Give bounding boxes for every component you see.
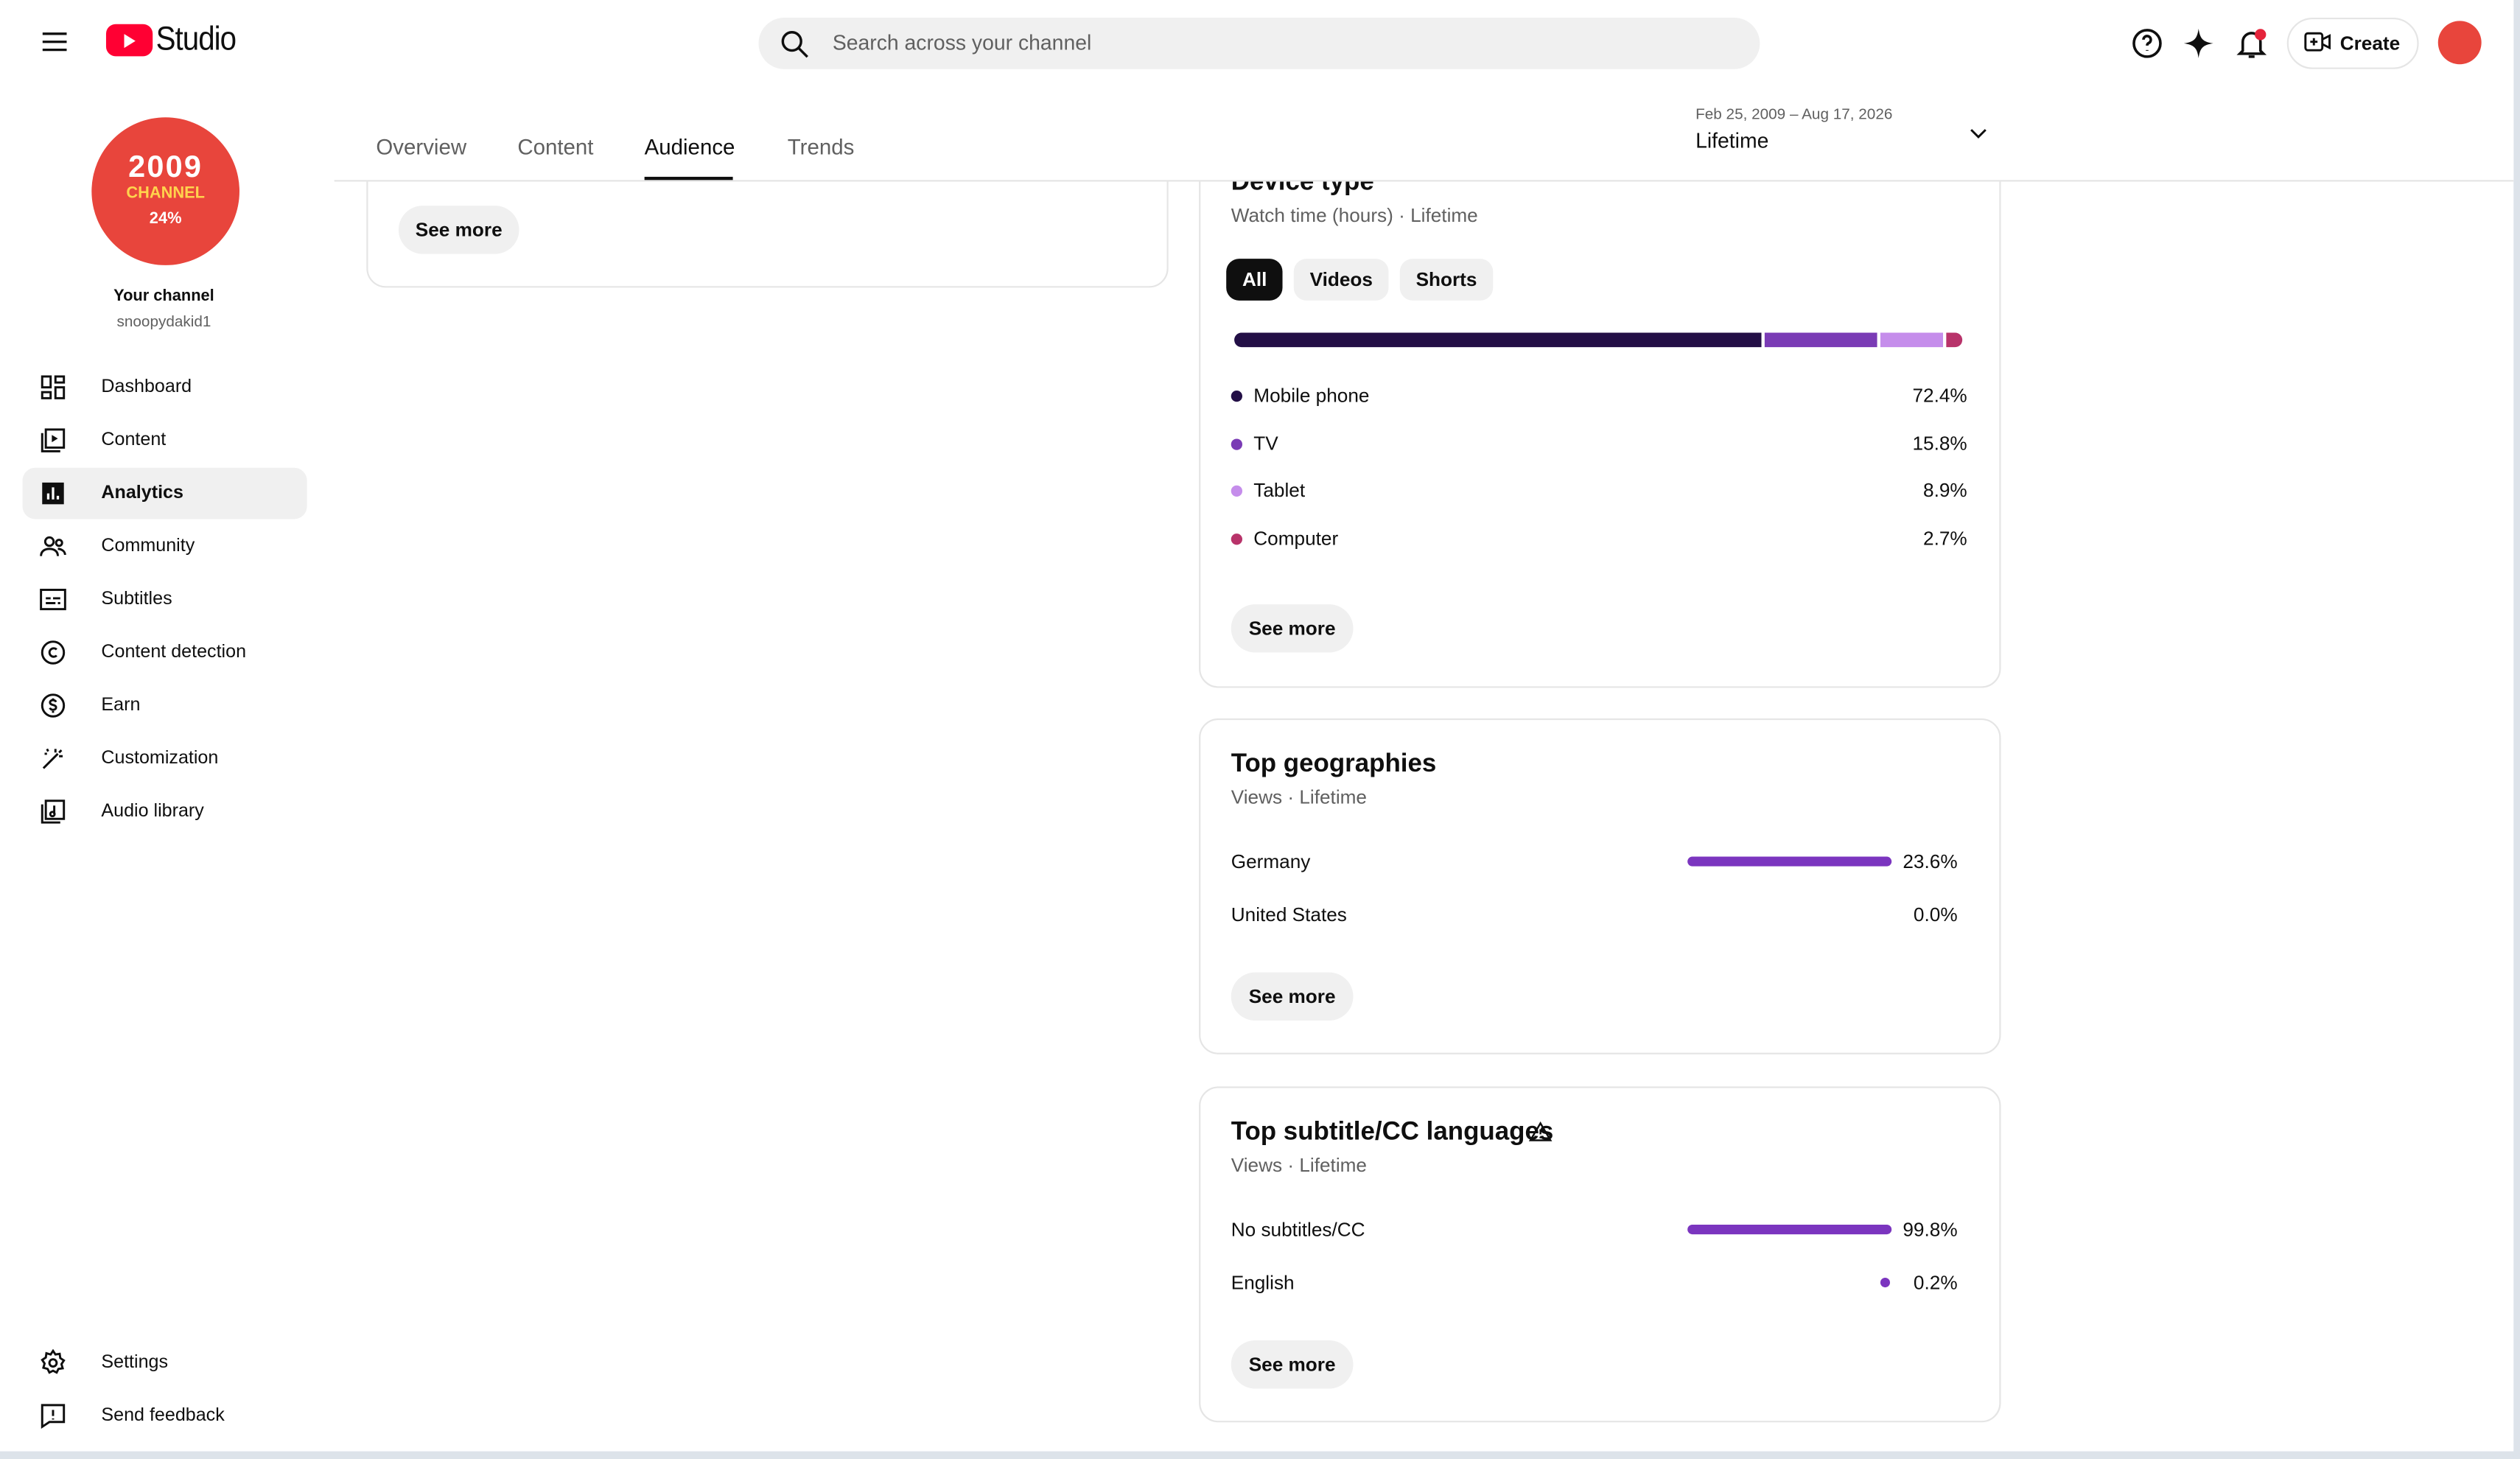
- notifications-button[interactable]: [2234, 26, 2269, 61]
- nav-item[interactable]: Customization: [101, 749, 219, 769]
- share-bar: [1687, 856, 1892, 867]
- tab-indicator: [644, 176, 733, 181]
- device-share-segment: [1945, 332, 1963, 348]
- device-share-segment: [1765, 332, 1877, 348]
- nav-icon: [42, 748, 63, 769]
- channel-avatar[interactable]: [91, 117, 239, 265]
- create-button[interactable]: [2286, 17, 2419, 69]
- legend-dot: [1231, 391, 1243, 402]
- avatar-text: 2009: [128, 151, 203, 185]
- frame-edge: [2513, 0, 2520, 1459]
- nav-highlight: [22, 467, 307, 519]
- device-share-segment: [1880, 332, 1943, 348]
- filter-chip[interactable]: Shorts: [1399, 259, 1494, 301]
- device-value: 8.9%: [1923, 479, 1967, 503]
- row-label: English: [1231, 1271, 1295, 1294]
- nav-icon: [41, 428, 66, 452]
- avatar-text: 24%: [149, 210, 182, 228]
- menu-button[interactable]: [38, 26, 71, 58]
- share-bar: [1687, 1225, 1892, 1235]
- legend-dot: [1231, 438, 1243, 450]
- nav-item[interactable]: Dashboard: [101, 377, 192, 397]
- see-more-button[interactable]: See more: [1231, 972, 1354, 1021]
- legend-dot: [1231, 533, 1243, 545]
- device-value: 72.4%: [1912, 384, 1967, 407]
- warning-icon: [1528, 1121, 1553, 1141]
- tab[interactable]: Content: [517, 135, 594, 159]
- search-box[interactable]: [758, 17, 1760, 69]
- nav-icon: [40, 536, 66, 556]
- date-period[interactable]: Lifetime: [1695, 128, 1769, 153]
- date-dropdown[interactable]: [1964, 119, 1992, 147]
- create-icon: [2304, 32, 2331, 52]
- nav-item[interactable]: Audio library: [101, 802, 204, 822]
- device-value: 15.8%: [1912, 432, 1967, 455]
- notification-dot: [2255, 29, 2267, 41]
- search-icon: [781, 31, 808, 58]
- nav-icon: [41, 800, 66, 824]
- tab-bar: [334, 86, 2514, 182]
- filter-chip[interactable]: All: [1226, 259, 1284, 301]
- card-subtitle: Watch time (hours) · Lifetime: [1231, 204, 1478, 227]
- frame-edge: [0, 1451, 2520, 1459]
- nav-icon: [40, 588, 66, 611]
- avatar-text: CHANNEL: [126, 184, 205, 203]
- nav-icon: [41, 1348, 66, 1374]
- nav-icon: [41, 693, 66, 718]
- device-label: Mobile phone: [1253, 384, 1370, 407]
- channel-label: Your channel: [113, 287, 214, 306]
- device-label: TV: [1253, 432, 1278, 455]
- row-value: 99.8%: [1903, 1218, 1958, 1241]
- date-range[interactable]: Feb 25, 2009 – Aug 17, 2026: [1695, 105, 1893, 124]
- row-value: 23.6%: [1903, 850, 1958, 873]
- see-more-button[interactable]: See more: [1231, 604, 1354, 653]
- nav-item[interactable]: Content: [101, 430, 167, 450]
- help-button[interactable]: [2129, 26, 2165, 61]
- legend-dot: [1231, 486, 1243, 497]
- account-avatar[interactable]: [2437, 21, 2482, 65]
- channel-handle: snoopydakid1: [116, 313, 211, 332]
- see-more-button[interactable]: See more: [398, 206, 519, 254]
- tab[interactable]: Audience: [644, 135, 735, 159]
- nav-icon: [42, 482, 64, 505]
- nav-item[interactable]: Subtitles: [101, 589, 172, 609]
- card-title: Top geographies: [1231, 750, 1437, 778]
- nav-icon: [41, 640, 66, 665]
- ai-button[interactable]: [2181, 26, 2216, 61]
- share-bar: [1880, 1277, 1890, 1288]
- nav-item[interactable]: Community: [101, 536, 195, 556]
- tab[interactable]: Trends: [787, 135, 855, 159]
- nav-item[interactable]: Send feedback: [101, 1406, 225, 1426]
- row-value: 0.0%: [1913, 903, 1958, 926]
- nav-item[interactable]: Earn: [101, 696, 141, 715]
- see-more-button[interactable]: See more: [1231, 1340, 1354, 1389]
- logo-play: [124, 34, 136, 49]
- filter-chip[interactable]: Videos: [1293, 259, 1389, 301]
- row-label: Germany: [1231, 850, 1311, 873]
- logo-text[interactable]: Studio: [155, 21, 237, 58]
- create-label[interactable]: Create: [2339, 32, 2401, 55]
- nav-item[interactable]: Settings: [101, 1353, 169, 1373]
- nav-item[interactable]: Content detection: [101, 643, 247, 662]
- device-share-segment: [1234, 332, 1762, 348]
- nav-icon: [41, 1404, 66, 1430]
- row-value: 0.2%: [1913, 1271, 1958, 1294]
- device-label: Computer: [1253, 527, 1339, 550]
- nav-item[interactable]: Analytics: [101, 483, 183, 503]
- card: [1199, 96, 2001, 688]
- device-label: Tablet: [1253, 479, 1306, 503]
- row-label: No subtitles/CC: [1231, 1218, 1365, 1241]
- tab[interactable]: Overview: [376, 135, 467, 159]
- device-value: 2.7%: [1923, 527, 1967, 550]
- nav-icon: [41, 375, 66, 399]
- card-title: Top subtitle/CC languages: [1231, 1119, 1554, 1147]
- row-label: United States: [1231, 903, 1347, 926]
- search-placeholder: Search across your channel: [832, 30, 1092, 55]
- card-subtitle: Views · Lifetime: [1231, 1154, 1368, 1177]
- card-subtitle: Views · Lifetime: [1231, 786, 1368, 809]
